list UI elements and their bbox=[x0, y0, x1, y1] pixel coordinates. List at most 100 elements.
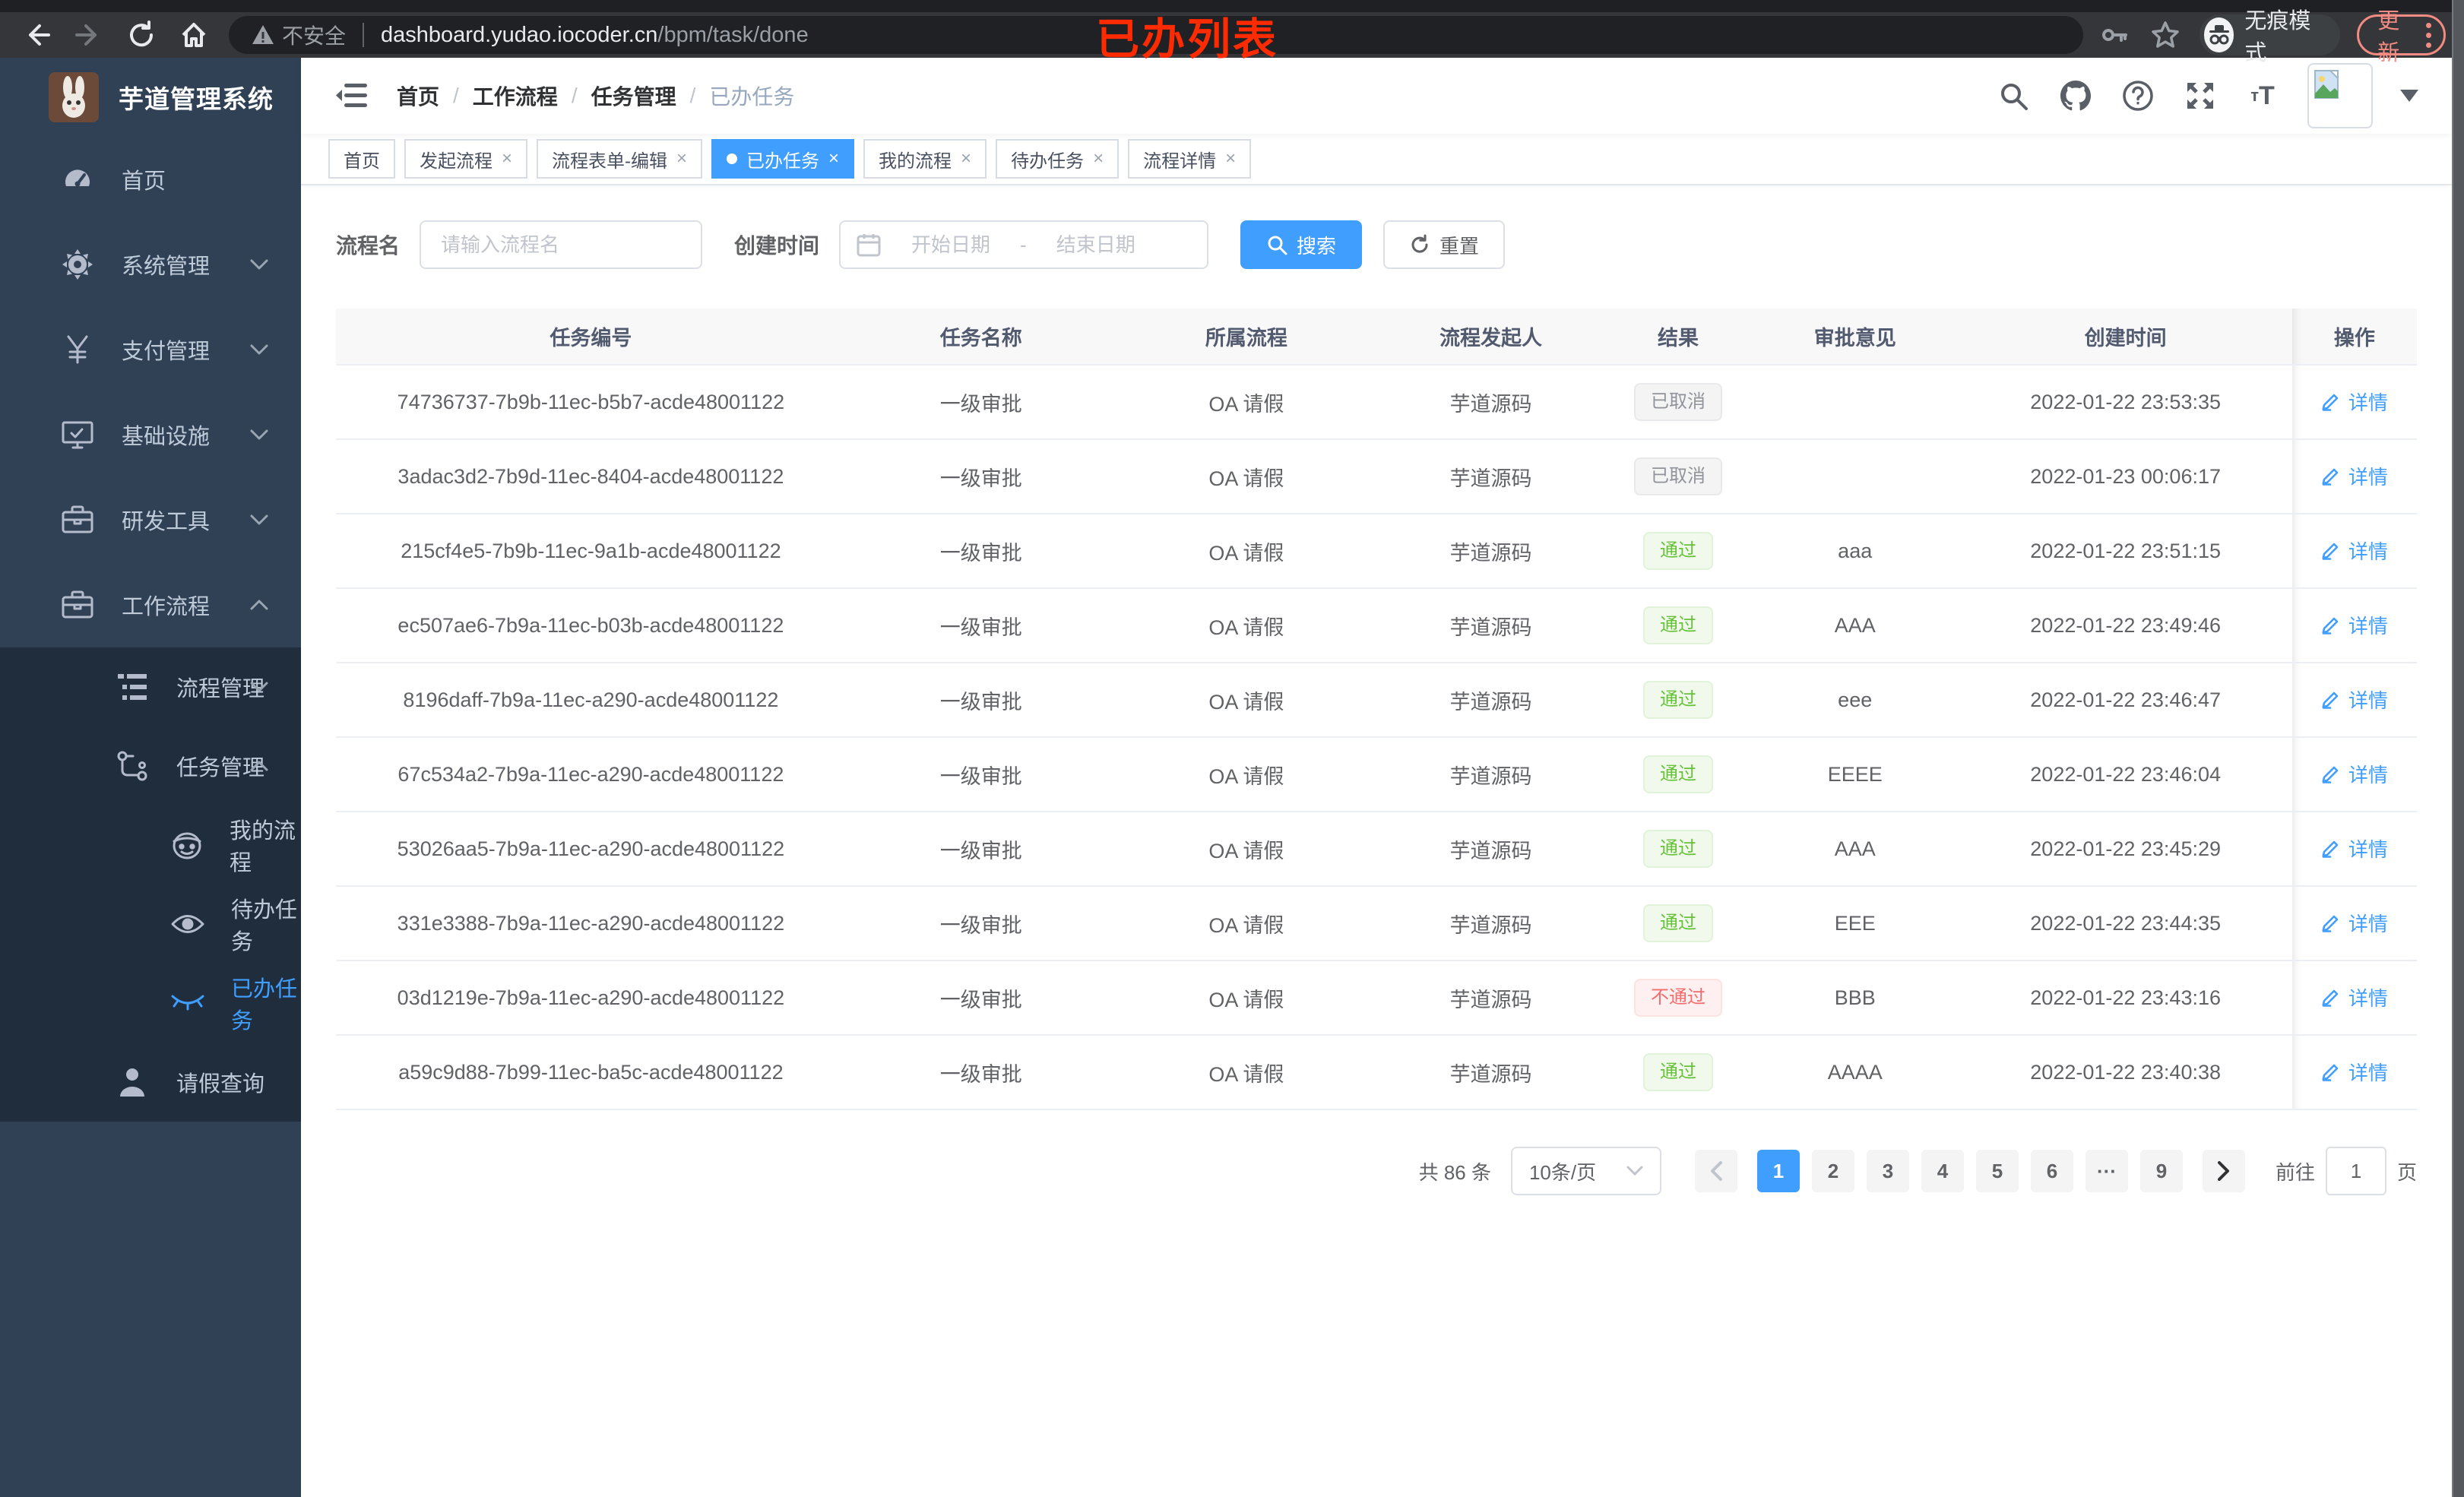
sidebar-item-todo-tasks[interactable]: 待办任务 bbox=[0, 885, 301, 964]
reset-button[interactable]: 重置 bbox=[1383, 220, 1506, 269]
column-header: 流程发起人 bbox=[1376, 309, 1606, 366]
update-button[interactable]: 更新 bbox=[2357, 9, 2446, 65]
home-icon[interactable] bbox=[176, 15, 212, 55]
search-button[interactable]: 搜索 bbox=[1240, 220, 1363, 269]
tab-process-detail[interactable]: 流程详情 × bbox=[1128, 139, 1252, 179]
tab-done-tasks[interactable]: 已办任务 × bbox=[711, 139, 855, 179]
detail-link[interactable]: 详情 bbox=[2321, 909, 2388, 937]
detail-link[interactable]: 详情 bbox=[2321, 462, 2388, 490]
close-icon[interactable]: × bbox=[676, 148, 688, 169]
close-icon[interactable]: × bbox=[502, 148, 513, 169]
avatar[interactable] bbox=[2307, 63, 2373, 128]
menu-kebab-icon[interactable] bbox=[2425, 22, 2431, 48]
detail-link-label: 详情 bbox=[2348, 837, 2388, 861]
sidebar-item-leave-query[interactable]: 请假查询 bbox=[0, 1043, 301, 1122]
url-path[interactable]: /bpm/task/done bbox=[657, 22, 809, 47]
user-icon bbox=[114, 1066, 150, 1098]
cell-created-time: 2022-01-22 23:53:35 bbox=[1959, 365, 2292, 440]
detail-link[interactable]: 详情 bbox=[2321, 611, 2388, 639]
start-date-input[interactable] bbox=[886, 233, 1016, 257]
page-button-6[interactable]: 6 bbox=[2030, 1150, 2073, 1192]
sidebar-item-my-process[interactable]: 我的流程 bbox=[0, 805, 301, 885]
sidebar-item-home[interactable]: 首页 bbox=[0, 137, 301, 222]
detail-link[interactable]: 详情 bbox=[2321, 1058, 2388, 1086]
detail-link[interactable]: 详情 bbox=[2321, 834, 2388, 862]
cell-initiator: 芋道源码 bbox=[1376, 737, 1606, 812]
bookmark-star-icon[interactable] bbox=[2148, 15, 2182, 55]
next-page-button[interactable] bbox=[2202, 1150, 2245, 1192]
help-icon[interactable] bbox=[2120, 78, 2155, 113]
tab-start-process[interactable]: 发起流程 × bbox=[404, 139, 528, 179]
detail-link[interactable]: 详情 bbox=[2321, 536, 2388, 565]
cell-comment bbox=[1750, 439, 1959, 514]
sidebar-item-infrastructure[interactable]: 基础设施 bbox=[0, 392, 301, 477]
page-button-3[interactable]: 3 bbox=[1866, 1150, 1909, 1192]
sidebar-item-task-management[interactable]: 任务管理 bbox=[0, 726, 301, 805]
sidebar-item-dev-tools[interactable]: 研发工具 bbox=[0, 477, 301, 562]
face-icon bbox=[170, 829, 204, 861]
search-icon[interactable] bbox=[1996, 78, 2031, 113]
forward-icon[interactable] bbox=[71, 15, 106, 55]
date-range-picker[interactable]: - bbox=[839, 220, 1209, 269]
breadcrumb-home[interactable]: 首页 bbox=[397, 85, 440, 109]
goto-page-input[interactable] bbox=[2325, 1147, 2386, 1195]
chevron-down-icon bbox=[249, 258, 269, 271]
end-date-input[interactable] bbox=[1031, 233, 1161, 257]
cell-process: OA 请假 bbox=[1116, 961, 1376, 1036]
address-bar[interactable]: 不安全 dashboard.yudao.iocoder.cn/bpm/task/… bbox=[229, 16, 2083, 54]
process-name-input[interactable] bbox=[420, 220, 703, 269]
page-button-1[interactable]: 1 bbox=[1756, 1150, 1800, 1192]
cell-initiator: 芋道源码 bbox=[1376, 961, 1606, 1036]
prev-page-button[interactable] bbox=[1694, 1150, 1737, 1192]
close-icon[interactable]: × bbox=[1225, 148, 1237, 169]
tab-home[interactable]: 首页 bbox=[328, 139, 395, 179]
close-icon[interactable]: × bbox=[828, 148, 840, 169]
url-separator bbox=[363, 23, 365, 47]
cell-task-name: 一级审批 bbox=[845, 1035, 1116, 1110]
tab-my-process[interactable]: 我的流程 × bbox=[863, 139, 987, 179]
page-button-2[interactable]: 2 bbox=[1811, 1150, 1854, 1192]
cell-created-time: 2022-01-22 23:43:16 bbox=[1959, 961, 2292, 1036]
github-icon[interactable] bbox=[2058, 78, 2093, 113]
page-ellipsis-button[interactable]: ··· bbox=[2085, 1150, 2128, 1192]
sidebar-item-system-management[interactable]: 系统管理 bbox=[0, 222, 301, 307]
close-icon[interactable]: × bbox=[961, 148, 972, 169]
cell-task-id: 3adac3d2-7b9d-11ec-8404-acde48001122 bbox=[336, 439, 846, 514]
reload-icon[interactable] bbox=[124, 15, 160, 55]
tab-todo-tasks[interactable]: 待办任务 × bbox=[996, 139, 1120, 179]
sidebar-fold-icon[interactable] bbox=[334, 78, 369, 113]
sidebar-item-process-management[interactable]: 流程管理 bbox=[0, 647, 301, 726]
tab-form-edit[interactable]: 流程表单-编辑 × bbox=[537, 139, 703, 179]
detail-link[interactable]: 详情 bbox=[2321, 685, 2388, 714]
fullscreen-icon[interactable] bbox=[2183, 78, 2218, 113]
breadcrumb-task-management[interactable]: 任务管理 bbox=[591, 85, 676, 109]
sidebar-item-done-tasks[interactable]: 已办任务 bbox=[0, 964, 301, 1043]
sidebar-item-payment-management[interactable]: 支付管理 bbox=[0, 307, 301, 392]
back-icon[interactable] bbox=[18, 15, 54, 55]
avatar-caret-icon[interactable] bbox=[2400, 90, 2418, 102]
breadcrumb-workflow[interactable]: 工作流程 bbox=[472, 85, 558, 109]
detail-link[interactable]: 详情 bbox=[2321, 983, 2388, 1011]
detail-link[interactable]: 详情 bbox=[2321, 760, 2388, 788]
insecure-warning[interactable]: 不安全 bbox=[252, 20, 346, 50]
page-button-4[interactable]: 4 bbox=[1921, 1150, 1964, 1192]
cell-task-name: 一级审批 bbox=[845, 812, 1116, 887]
cell-task-name: 一级审批 bbox=[845, 663, 1116, 738]
process-name-label: 流程名 bbox=[336, 234, 401, 258]
key-icon[interactable] bbox=[2097, 15, 2131, 55]
page-button-5[interactable]: 5 bbox=[1975, 1150, 2019, 1192]
cell-task-id: 331e3388-7b9a-11ec-a290-acde48001122 bbox=[336, 886, 846, 961]
cell-process: OA 请假 bbox=[1116, 588, 1376, 663]
url-host[interactable]: dashboard.yudao.iocoder.cn bbox=[381, 22, 658, 47]
goto-suffix: 页 bbox=[2396, 1160, 2417, 1184]
edit-pencil-icon bbox=[2321, 838, 2341, 859]
sidebar-item-workflow[interactable]: 工作流程 bbox=[0, 562, 301, 647]
sidebar-item-label: 研发工具 bbox=[122, 510, 211, 534]
logo-row[interactable]: 芋道管理系统 bbox=[0, 58, 301, 137]
page-size-select[interactable]: 10条/页 bbox=[1510, 1147, 1661, 1195]
close-icon[interactable]: × bbox=[1093, 148, 1104, 169]
page-button-9[interactable]: 9 bbox=[2139, 1150, 2183, 1192]
detail-link[interactable]: 详情 bbox=[2321, 388, 2388, 416]
tab-label: 待办任务 bbox=[1011, 150, 1085, 172]
